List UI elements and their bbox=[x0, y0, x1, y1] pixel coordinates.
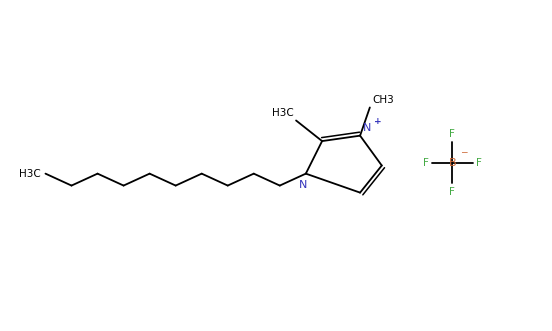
Text: H3C: H3C bbox=[272, 108, 293, 118]
Text: F: F bbox=[422, 158, 428, 168]
Text: B: B bbox=[448, 158, 456, 168]
Text: N: N bbox=[363, 123, 371, 133]
Text: −: − bbox=[460, 147, 468, 156]
Text: +: + bbox=[374, 118, 381, 126]
Text: CH3: CH3 bbox=[372, 95, 394, 105]
Text: F: F bbox=[449, 187, 455, 197]
Text: H3C: H3C bbox=[19, 168, 41, 179]
Text: F: F bbox=[449, 129, 455, 139]
Text: N: N bbox=[299, 180, 307, 190]
Text: F: F bbox=[476, 158, 482, 168]
